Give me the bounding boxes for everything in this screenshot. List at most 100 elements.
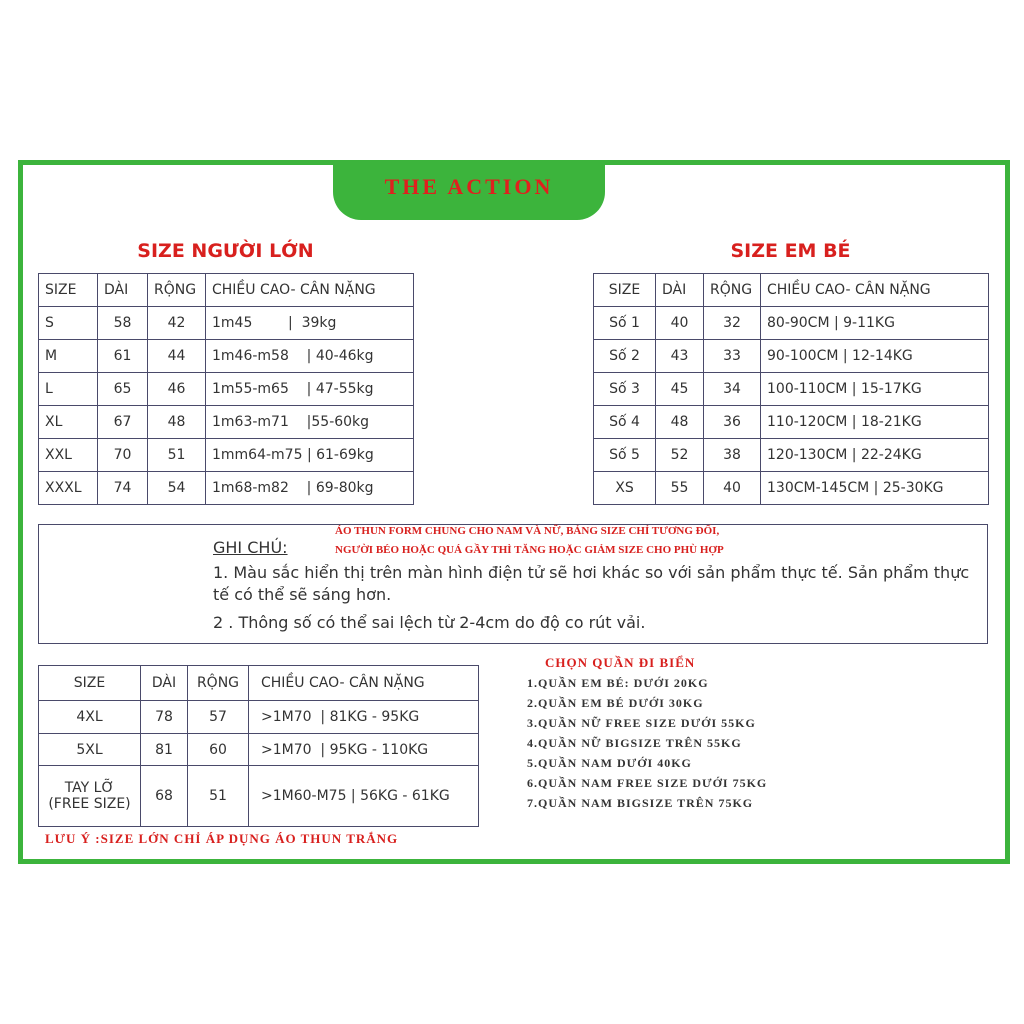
cell: 1m68-m82 | 69-80kg — [205, 471, 414, 505]
row: Số 5 52 38 120-130CM | 22-24KG — [593, 438, 989, 472]
cell: 81 — [140, 733, 188, 766]
pants-item: 4.QUẦN NỮ BIGSIZE TRÊN 55KG — [527, 736, 742, 750]
row: Số 3 45 34 100-110CM | 15-17KG — [593, 372, 989, 406]
kid-title: SIZE EM BÉ — [730, 240, 851, 262]
cell: >1M60-M75 | 56KG - 61KG — [248, 765, 479, 827]
brand: THE ACTION — [384, 174, 554, 199]
cell: 36 — [703, 405, 761, 439]
cell: 78 — [140, 700, 188, 734]
cell: 110-120CM | 18-21KG — [760, 405, 989, 439]
row: XXXL 74 54 1m68-m82 | 69-80kg — [38, 471, 414, 505]
cell: S — [38, 306, 98, 340]
note-item: 2 . Thông số có thể sai lệch từ 2-4cm do… — [213, 613, 646, 632]
header-cell: CHIỀU CAO- CÂN NẶNG — [760, 273, 989, 307]
header-row: SIZE DÀI RỘNG CHIỀU CAO- CÂN NẶNG — [38, 273, 414, 307]
cell: 46 — [147, 372, 206, 406]
row: XL 67 48 1m63-m71 |55-60kg — [38, 405, 414, 439]
cell: 55 — [655, 471, 704, 505]
cell: 51 — [187, 765, 249, 827]
cell: 45 — [655, 372, 704, 406]
cell: XS — [593, 471, 656, 505]
cell: 68 — [140, 765, 188, 827]
adult-title: SIZE NGƯỜI LỚN — [137, 240, 314, 262]
row: XS 55 40 130CM-145CM | 25-30KG — [593, 471, 989, 505]
cell: 33 — [703, 339, 761, 373]
header-cell: SIZE — [38, 665, 141, 701]
header-cell: CHIỀU CAO- CÂN NẶNG — [248, 665, 479, 701]
cell: 67 — [97, 405, 148, 439]
pants-item: 2.QUẦN EM BÉ DƯỚI 30KG — [527, 696, 704, 710]
pants-item: 3.QUẦN NỮ FREE SIZE DƯỚI 55KG — [527, 716, 756, 730]
row: Số 2 43 33 90-100CM | 12-14KG — [593, 339, 989, 373]
note-box — [38, 524, 988, 644]
footnote: LƯU Ý :SIZE LỚN CHỈ ÁP DỤNG ÁO THUN TRẮN… — [45, 831, 399, 846]
brand-tab — [333, 165, 605, 220]
row: M 61 44 1m46-m58 | 40-46kg — [38, 339, 414, 373]
cell: 70 — [97, 438, 148, 472]
cell: 57 — [187, 700, 249, 734]
cell: 48 — [655, 405, 704, 439]
cell: 130CM-145CM | 25-30KG — [760, 471, 989, 505]
cell: Số 3 — [593, 372, 656, 406]
kid-table: SIZE DÀI RỘNG CHIỀU CAO- CÂN NẶNG Số 1 40 32 80… — [593, 273, 989, 505]
pants-item: 1.QUẦN EM BÉ: DƯỚI 20KG — [527, 676, 709, 690]
cell: 1m45 | 39kg — [205, 306, 414, 340]
cell: 90-100CM | 12-14KG — [760, 339, 989, 373]
cell: Số 1 — [593, 306, 656, 340]
cell: M — [38, 339, 98, 373]
cell: 48 — [147, 405, 206, 439]
header-cell: RỘNG — [703, 273, 761, 307]
header-cell: SIZE — [38, 273, 98, 307]
cell: >1M70 | 95KG - 110KG — [248, 733, 479, 766]
cell: Số 2 — [593, 339, 656, 373]
cell: XXXL — [38, 471, 98, 505]
pants-item: 6.QUẦN NAM FREE SIZE DƯỚI 75KG — [527, 776, 768, 790]
cell: 65 — [97, 372, 148, 406]
cell: 61 — [97, 339, 148, 373]
cell: L — [38, 372, 98, 406]
cell: 34 — [703, 372, 761, 406]
header-cell: RỘNG — [147, 273, 206, 307]
header-row: SIZE DÀI RỘNG CHIỀU CAO- CÂN NẶNG — [38, 665, 479, 701]
note-red: ÁO THUN FORM CHUNG CHO NAM VÀ NỮ, BẢNG S… — [335, 525, 720, 537]
big-table: SIZE DÀI RỘNG CHIỀU CAO- CÂN NẶNG 4XL 78 57 >1M… — [38, 665, 479, 827]
cell: 120-130CM | 22-24KG — [760, 438, 989, 472]
row: Số 4 48 36 110-120CM | 18-21KG — [593, 405, 989, 439]
cell: 40 — [655, 306, 704, 340]
row: XXL 70 51 1mm64-m75 | 61-69kg — [38, 438, 414, 472]
cell: 80-90CM | 9-11KG — [760, 306, 989, 340]
cell: 1m55-m65 | 47-55kg — [205, 372, 414, 406]
row: Số 1 40 32 80-90CM | 9-11KG — [593, 306, 989, 340]
cell: 60 — [187, 733, 249, 766]
cell: 51 — [147, 438, 206, 472]
adult-table: SIZE DÀI RỘNG CHIỀU CAO- CÂN NẶNG S 58 42 1m45 … — [38, 273, 414, 505]
cell: Số 4 — [593, 405, 656, 439]
cell: 52 — [655, 438, 704, 472]
row: L 65 46 1m55-m65 | 47-55kg — [38, 372, 414, 406]
pants-title: CHỌN QUẦN ĐI BIỂN — [545, 655, 696, 670]
cell: 42 — [147, 306, 206, 340]
cell: 40 — [703, 471, 761, 505]
row: 4XL 78 57 >1M70 | 81KG - 95KG — [38, 700, 479, 734]
header-cell: CHIỀU CAO- CÂN NẶNG — [205, 273, 414, 307]
note-red: NGƯỜI BÉO HOẶC QUÁ GẦY THÌ TĂNG HOẶC GIẢ… — [335, 544, 724, 556]
cell: 1mm64-m75 | 61-69kg — [205, 438, 414, 472]
cell: Số 5 — [593, 438, 656, 472]
pants-item: 7.QUẦN NAM BIGSIZE TRÊN 75KG — [527, 796, 754, 810]
header-cell: DÀI — [140, 665, 188, 701]
header-cell: SIZE — [593, 273, 656, 307]
cell: 5XL — [38, 733, 141, 766]
cell: XL — [38, 405, 98, 439]
header-row: SIZE DÀI RỘNG CHIỀU CAO- CÂN NẶNG — [593, 273, 989, 307]
cell: 44 — [147, 339, 206, 373]
header-cell: DÀI — [655, 273, 704, 307]
cell: 43 — [655, 339, 704, 373]
header-cell: DÀI — [97, 273, 148, 307]
cell: 1m63-m71 |55-60kg — [205, 405, 414, 439]
note-label: GHI CHÚ: — [213, 538, 288, 557]
cell: 58 — [97, 306, 148, 340]
row: 5XL 81 60 >1M70 | 95KG - 110KG — [38, 733, 479, 766]
cell: 100-110CM | 15-17KG — [760, 372, 989, 406]
cell: 4XL — [38, 700, 141, 734]
